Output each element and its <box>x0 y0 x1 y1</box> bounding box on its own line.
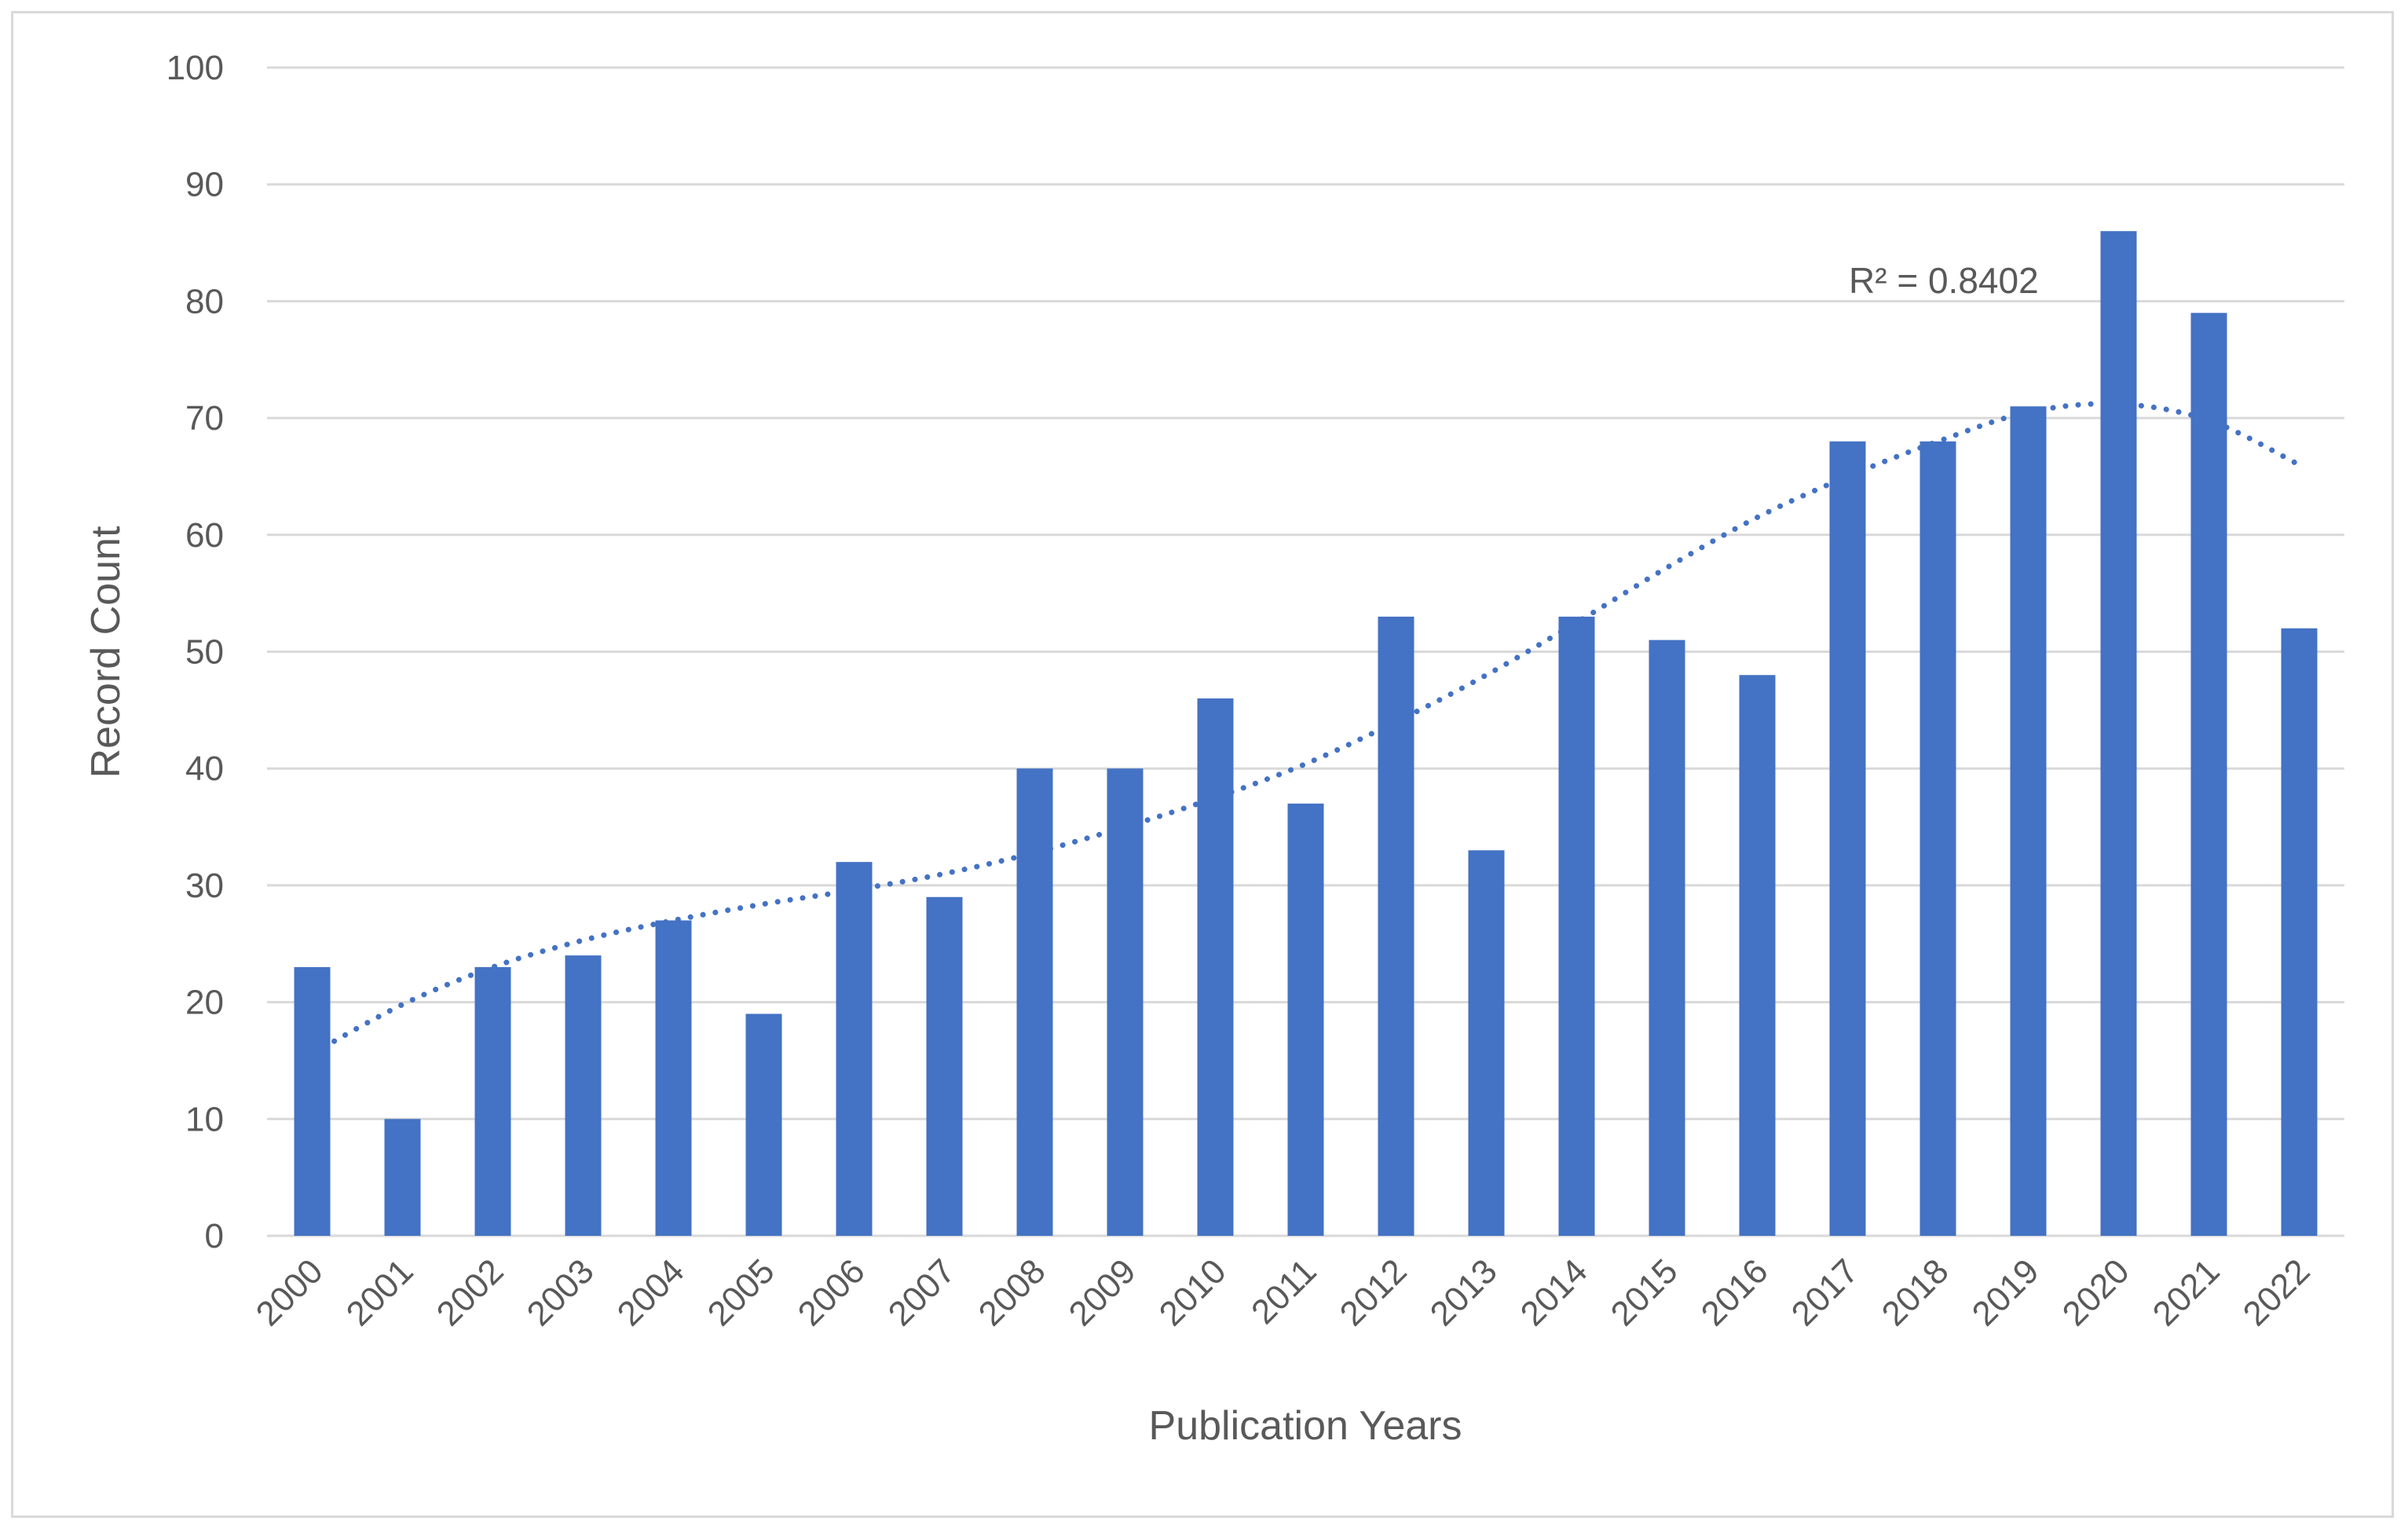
x-tick-label: 2015 <box>1604 1252 1685 1333</box>
bar-2000 <box>294 966 331 1236</box>
bar-2018 <box>1919 441 1956 1236</box>
x-tick-label: 2006 <box>791 1252 873 1333</box>
bar-2020 <box>2100 231 2137 1237</box>
x-tick-label: 2001 <box>339 1252 421 1333</box>
bar-2012 <box>1378 616 1414 1236</box>
x-tick-label: 2013 <box>1423 1252 1505 1333</box>
bar-2014 <box>1558 616 1595 1236</box>
y-tick-label: 10 <box>185 1100 224 1138</box>
x-axis-tick-labels: 2000 2001 2002 2003 2004 2005 2006 2007 2008 2009… <box>249 1252 2318 1333</box>
x-tick-label: 2020 <box>2055 1252 2137 1333</box>
x-tick-label: 2009 <box>1062 1252 1144 1333</box>
x-tick-label: 2003 <box>520 1252 602 1333</box>
bar-2003 <box>565 955 602 1236</box>
bar-2002 <box>474 966 511 1236</box>
bars <box>294 231 2318 1237</box>
bar-2004 <box>655 920 692 1236</box>
bar-2007 <box>926 896 963 1236</box>
bar-2006 <box>836 862 873 1236</box>
x-tick-label: 2012 <box>1333 1252 1414 1333</box>
y-tick-label: 50 <box>185 633 224 672</box>
x-tick-label: 2016 <box>1694 1252 1776 1333</box>
x-tick-label: 2022 <box>2236 1252 2318 1333</box>
x-axis-title: Publication Years <box>1149 1403 1462 1449</box>
bar-2019 <box>2010 406 2047 1236</box>
x-tick-label: 2014 <box>1513 1252 1595 1333</box>
y-axis-tick-labels: 0 10 20 30 40 50 60 70 80 90 100 <box>167 49 224 1255</box>
x-tick-label: 2019 <box>1965 1252 2047 1333</box>
bar-2008 <box>1016 768 1053 1236</box>
y-axis-title: Record Count <box>83 526 129 778</box>
y-tick-label: 20 <box>185 984 224 1022</box>
x-tick-label: 2018 <box>1875 1252 1956 1333</box>
x-tick-label: 2011 <box>1244 1252 1324 1332</box>
bar-2015 <box>1649 640 1685 1236</box>
bar-2009 <box>1107 768 1144 1236</box>
bar-2016 <box>1739 675 1776 1236</box>
x-tick-label: 2017 <box>1784 1252 1866 1333</box>
x-tick-label: 2010 <box>1152 1252 1234 1333</box>
bar-2017 <box>1829 441 1866 1236</box>
y-tick-label: 0 <box>205 1217 224 1255</box>
bar-2010 <box>1197 698 1234 1236</box>
x-tick-label: 2007 <box>881 1252 963 1333</box>
bar-2021 <box>2190 313 2227 1236</box>
bar-2022 <box>2281 628 2318 1236</box>
y-tick-label: 80 <box>185 282 224 321</box>
gridlines <box>267 66 2344 1237</box>
y-tick-label: 30 <box>185 867 224 905</box>
y-tick-label: 100 <box>167 49 224 87</box>
y-tick-label: 90 <box>185 166 224 204</box>
x-tick-label: 2021 <box>2146 1252 2227 1333</box>
x-tick-label: 2008 <box>972 1252 1053 1333</box>
y-tick-label: 40 <box>185 750 224 788</box>
bar-2013 <box>1468 850 1505 1236</box>
x-tick-label: 2002 <box>430 1252 511 1333</box>
x-tick-label: 2005 <box>701 1252 782 1333</box>
x-tick-label: 2004 <box>610 1252 692 1333</box>
bar-2005 <box>745 1013 782 1236</box>
r-squared-annotation: R² = 0.8402 <box>1849 260 2039 301</box>
y-tick-label: 70 <box>185 399 224 438</box>
bar-2001 <box>384 1119 421 1236</box>
bar-2011 <box>1287 803 1324 1236</box>
x-tick-label: 2000 <box>249 1252 331 1333</box>
y-tick-label: 60 <box>185 516 224 555</box>
